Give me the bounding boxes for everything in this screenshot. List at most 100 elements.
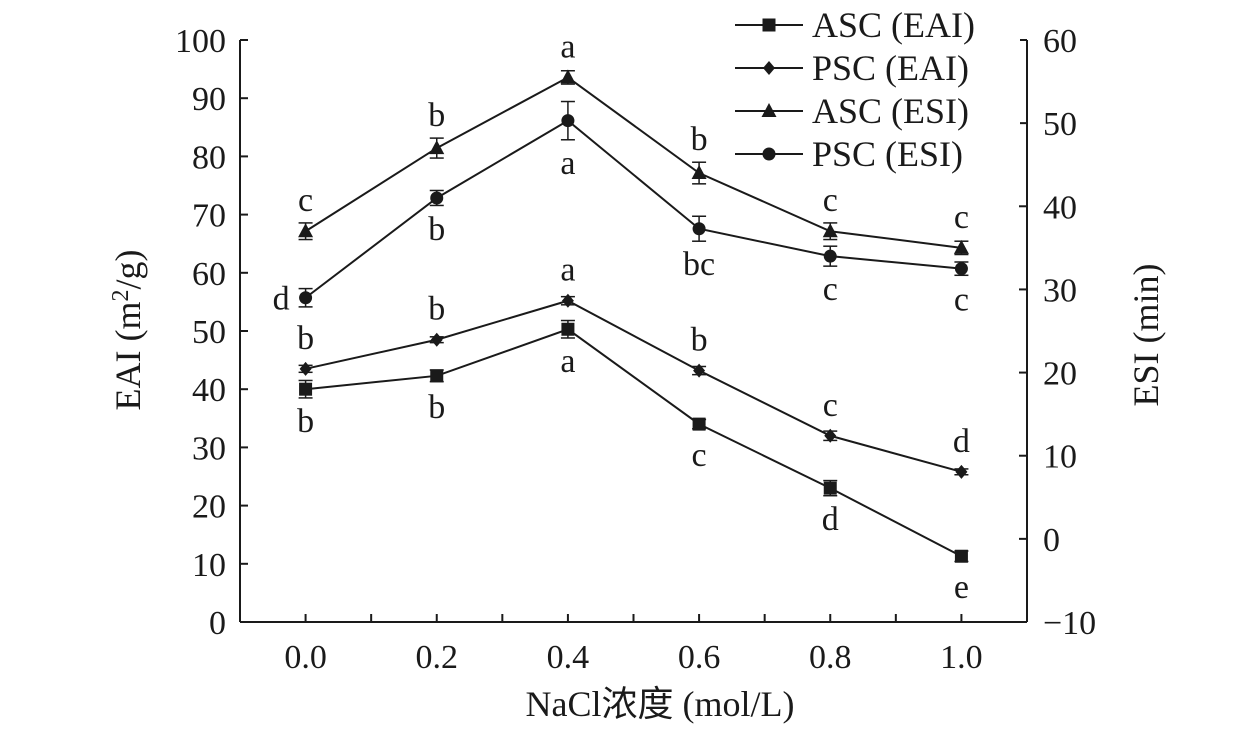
data-point: [692, 417, 706, 431]
significance-label: b: [428, 389, 445, 426]
y-right-tick-label: 20: [1043, 356, 1077, 393]
marker-diamond-shape: [430, 332, 443, 347]
significance-label: b: [297, 403, 314, 440]
y-right-tick-label: −10: [1043, 605, 1096, 642]
marker-diamond-shape: [693, 363, 706, 378]
significance-label: c: [692, 437, 707, 474]
legend-marker: [762, 147, 776, 161]
marker-triangle-shape: [953, 239, 969, 254]
significance-label: c: [954, 199, 969, 236]
legend-label: PSC (EAI): [812, 48, 969, 88]
significance-label: c: [823, 182, 838, 219]
significance-label: b: [428, 291, 445, 328]
marker-circle-shape: [561, 114, 575, 128]
significance-label: a: [560, 145, 575, 182]
x-axis-title: NaCl浓度 (mol/L): [526, 684, 795, 724]
marker-square-shape: [823, 481, 837, 495]
marker-square-shape: [299, 382, 313, 396]
data-point: [299, 382, 313, 396]
y-right-tick-label: 60: [1043, 23, 1077, 60]
x-tick-label: 0.2: [416, 639, 459, 676]
marker-square-shape: [692, 417, 706, 431]
marker-circle-shape: [762, 147, 776, 161]
significance-label: a: [560, 343, 575, 380]
marker-circle-shape: [430, 191, 444, 205]
x-tick-label: 0.6: [678, 639, 721, 676]
x-tick-label: 1.0: [940, 639, 983, 676]
significance-label: bc: [683, 246, 715, 283]
marker-triangle-shape: [560, 69, 576, 84]
legend-label: PSC (ESI): [812, 134, 963, 174]
series-line: [305, 328, 962, 558]
significance-label: b: [428, 97, 445, 134]
y-right-tick-label: 30: [1043, 272, 1077, 309]
data-point: [954, 549, 968, 563]
axes: 0 10 20 30 40 50 60 70 80 90 100 −10 0 10 20 30 40 50 60 0.…: [175, 23, 1096, 676]
marker-triangle-shape: [822, 223, 838, 238]
series-line: [304, 119, 962, 299]
significance-label: d: [273, 281, 290, 318]
y-right-tick-label: 0: [1043, 522, 1060, 559]
x-tick-label: 0.8: [809, 639, 852, 676]
significance-label: c: [298, 182, 313, 219]
data-point: [561, 293, 574, 308]
marker-triangle-shape: [691, 165, 707, 180]
y-left-title-suffix: /g): [108, 250, 148, 290]
marker-diamond-shape: [561, 293, 574, 308]
series-asc-eai: b b a c d e: [297, 319, 969, 606]
legend-item: ASC (ESI): [735, 91, 969, 131]
significance-label: a: [560, 28, 575, 65]
legend-marker: [763, 61, 775, 75]
significance-label: a: [560, 252, 575, 289]
data-point: [823, 249, 837, 263]
legend-label: ASC (EAI): [812, 5, 975, 45]
data-point: [299, 291, 313, 305]
series-line: [305, 299, 962, 473]
data-point: [430, 369, 444, 383]
y-left-tick-label: 70: [192, 198, 226, 235]
data-point: [561, 322, 575, 336]
data-point: [430, 191, 444, 205]
marker-circle-shape: [692, 222, 706, 236]
marker-diamond-shape: [763, 61, 775, 75]
marker-square-shape: [430, 369, 444, 383]
y-left-tick-label: 50: [192, 314, 226, 351]
legend-label: ASC (ESI): [812, 91, 969, 131]
y-axis-left-title: EAI (m2/g): [108, 250, 148, 411]
y-left-tick-label: 0: [209, 605, 226, 642]
y-left-title-sup: 2: [108, 290, 134, 302]
significance-label: c: [823, 271, 838, 308]
data-point: [691, 165, 707, 180]
data-point: [429, 140, 445, 155]
y-left-title-prefix: EAI (m: [108, 302, 148, 411]
y-right-tick-label: 50: [1043, 106, 1077, 143]
data-point: [692, 222, 706, 236]
significance-label: c: [823, 387, 838, 424]
data-point: [561, 114, 575, 128]
marker-triangle-shape: [429, 140, 445, 155]
legend-marker: [761, 103, 777, 117]
marker-diamond-shape: [824, 428, 837, 443]
data-point: [824, 428, 837, 443]
y-right-tick-label: 10: [1043, 439, 1077, 476]
marker-circle-shape: [823, 249, 837, 263]
marker-square-shape: [954, 549, 968, 563]
y-left-tick-label: 60: [192, 256, 226, 293]
series-psc-esi: d b a bc c c: [273, 100, 969, 319]
legend: ASC (EAI)PSC (EAI)ASC (ESI)PSC (ESI): [722, 0, 1020, 178]
data-point: [560, 69, 576, 84]
y-left-tick-label: 80: [192, 139, 226, 176]
data-point: [299, 361, 312, 376]
series-line: [305, 76, 962, 249]
marker-circle-shape: [954, 262, 968, 276]
legend-item: PSC (EAI): [735, 48, 969, 88]
significance-label: d: [822, 501, 839, 538]
data-point: [955, 464, 968, 479]
marker-square-shape: [561, 322, 575, 336]
marker-circle-shape: [299, 291, 313, 305]
y-right-tick-label: 40: [1043, 189, 1077, 226]
significance-label: c: [954, 282, 969, 319]
significance-label: b: [297, 320, 314, 357]
